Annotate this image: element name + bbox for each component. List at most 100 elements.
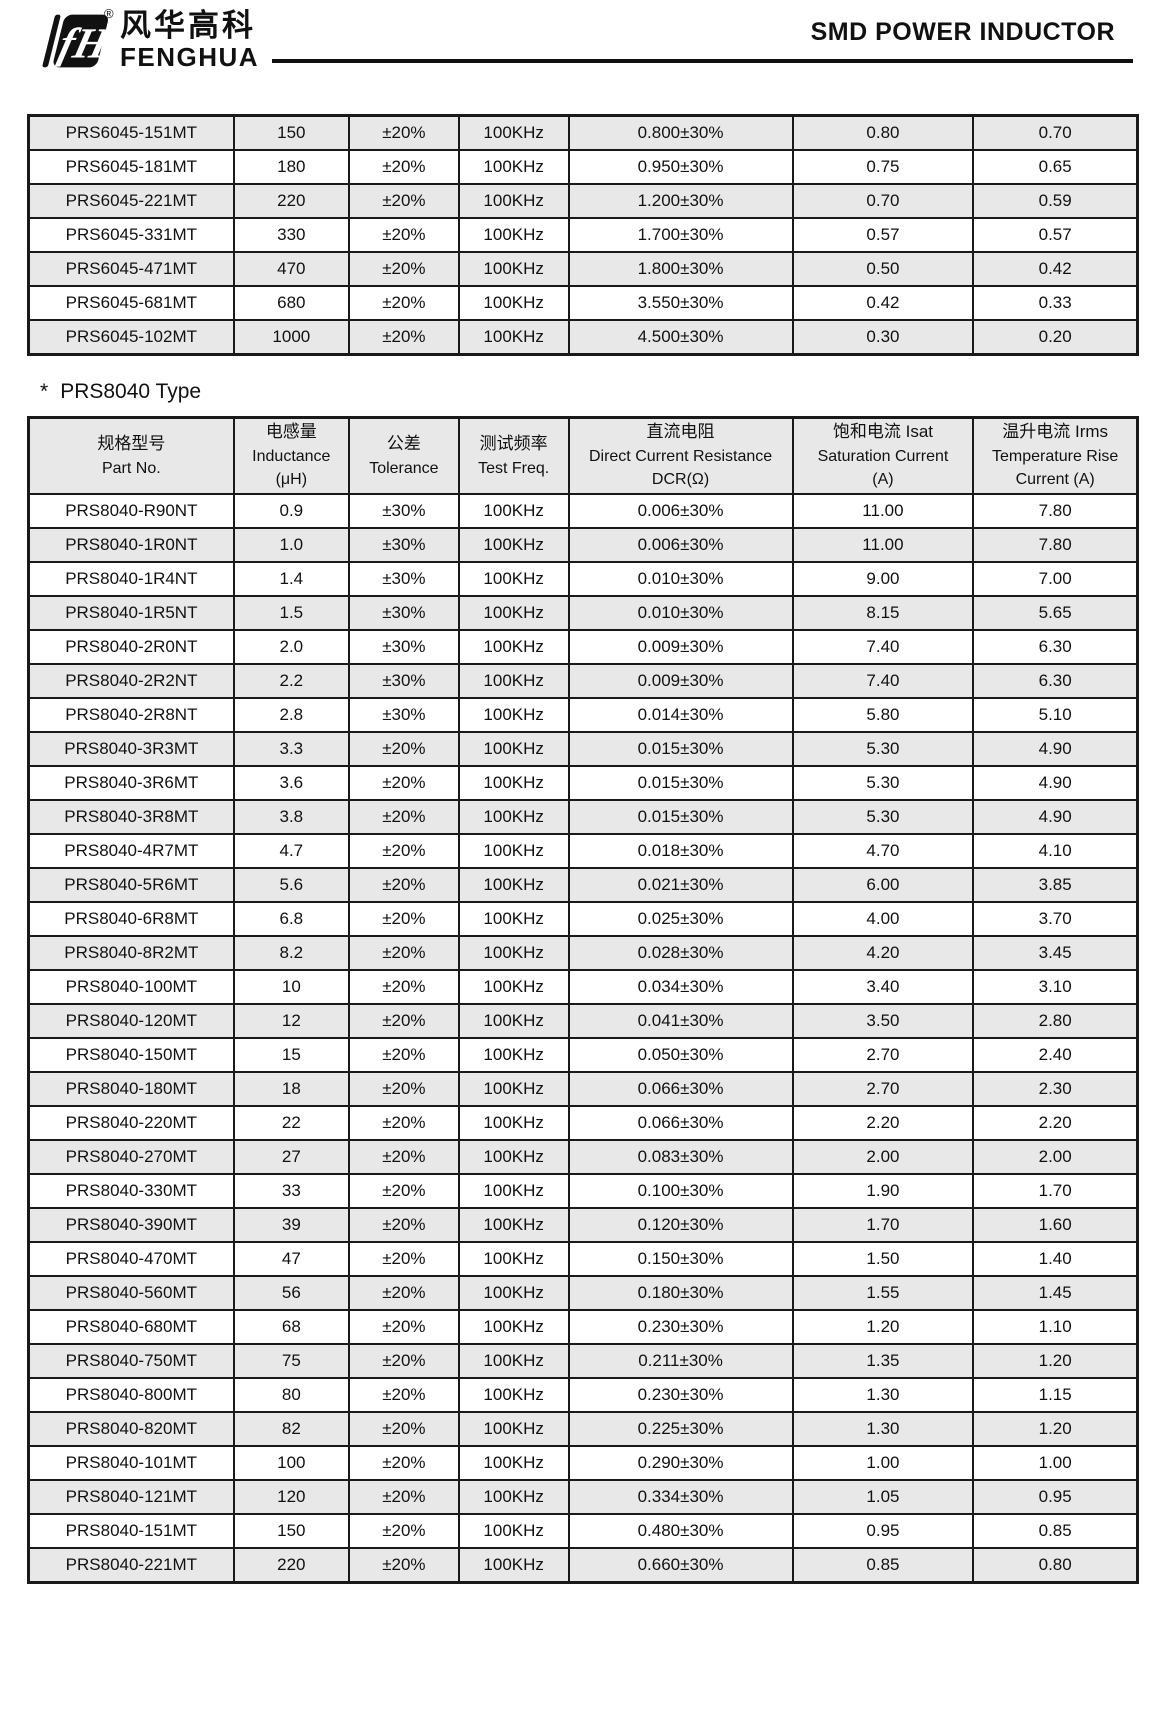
table-row: PRS8040-8R2MT 8.2 ±20% 100KHz 0.028±30% 4.20 3… [27, 935, 1139, 971]
cell-test-freq: 100KHz [457, 1207, 570, 1243]
cell-isat: 1.70 [791, 1207, 975, 1243]
cell-test-freq: 100KHz [457, 697, 570, 733]
table-row: PRS8040-800MT 80 ±20% 100KHz 0.230±30% 1.30 1.… [27, 1377, 1139, 1413]
cell-inductance: 15 [232, 1037, 350, 1073]
cell-test-freq: 100KHz [457, 595, 570, 631]
cell-part-no: PRS8040-560MT [27, 1275, 235, 1311]
cell-dcr: 0.290±30% [567, 1445, 794, 1481]
cell-test-freq: 100KHz [457, 731, 570, 767]
cell-irms: 1.45 [972, 1275, 1139, 1311]
cell-tolerance: ±30% [347, 663, 460, 699]
column-header-tolerance: 公差 Tolerance [347, 416, 460, 495]
cell-part-no: PRS8040-150MT [27, 1037, 235, 1073]
column-header-line: 公差 [386, 434, 421, 454]
cell-tolerance: ±30% [347, 629, 460, 665]
table-row: PRS8040-151MT 150 ±20% 100KHz 0.480±30% 0.95 0… [27, 1513, 1139, 1549]
cell-isat: 0.75 [791, 149, 975, 185]
table-row: PRS8040-470MT 47 ±20% 100KHz 0.150±30% 1.50 1.… [27, 1241, 1139, 1277]
cell-isat: 5.30 [791, 799, 975, 835]
cell-irms: 0.20 [972, 319, 1139, 356]
cell-tolerance: ±20% [347, 1003, 460, 1039]
cell-irms: 0.85 [972, 1513, 1139, 1549]
cell-test-freq: 100KHz [457, 1309, 570, 1345]
cell-dcr: 0.180±30% [567, 1275, 794, 1311]
cell-part-no: PRS8040-2R2NT [27, 663, 235, 699]
cell-tolerance: ±20% [347, 901, 460, 937]
cell-irms: 1.20 [972, 1343, 1139, 1379]
cell-tolerance: ±20% [347, 1241, 460, 1277]
cell-part-no: PRS8040-390MT [27, 1207, 235, 1243]
cell-inductance: 330 [232, 217, 350, 253]
cell-part-no: PRS8040-151MT [27, 1513, 235, 1549]
cell-test-freq: 100KHz [457, 935, 570, 971]
cell-part-no: PRS8040-820MT [27, 1411, 235, 1447]
column-header-line: Direct Current Resistance [588, 448, 773, 466]
table-row: PRS8040-1R5NT 1.5 ±30% 100KHz 0.010±30% 8.15 5… [27, 595, 1139, 631]
cell-dcr: 0.480±30% [567, 1513, 794, 1549]
cell-test-freq: 100KHz [457, 183, 570, 219]
cell-test-freq: 100KHz [457, 1071, 570, 1107]
cell-inductance: 220 [232, 1547, 350, 1584]
cell-inductance: 68 [232, 1309, 350, 1345]
cell-dcr: 0.009±30% [567, 663, 794, 699]
cell-irms: 0.59 [972, 183, 1139, 219]
cell-isat: 5.80 [791, 697, 975, 733]
cell-tolerance: ±20% [347, 1411, 460, 1447]
table-row: PRS6045-151MT 150 ±20% 100KHz 0.800±30% 0.80 0… [27, 114, 1139, 151]
cell-inductance: 180 [232, 149, 350, 185]
cell-inductance: 75 [232, 1343, 350, 1379]
cell-tolerance: ±20% [347, 183, 460, 219]
cell-part-no: PRS8040-3R3MT [27, 731, 235, 767]
cell-isat: 11.00 [791, 527, 975, 563]
cell-part-no: PRS8040-2R8NT [27, 697, 235, 733]
cell-test-freq: 100KHz [457, 1513, 570, 1549]
brand-name-english: FENGHUA [120, 41, 260, 72]
column-header-line: (μH) [275, 471, 308, 489]
cell-isat: 2.70 [791, 1037, 975, 1073]
cell-tolerance: ±20% [347, 1105, 460, 1141]
cell-part-no: PRS8040-101MT [27, 1445, 235, 1481]
cell-isat: 8.15 [791, 595, 975, 631]
cell-inductance: 39 [232, 1207, 350, 1243]
cell-isat: 5.30 [791, 731, 975, 767]
cell-part-no: PRS8040-5R6MT [27, 867, 235, 903]
cell-irms: 7.80 [972, 527, 1139, 563]
table-row: PRS8040-390MT 39 ±20% 100KHz 0.120±30% 1.70 1.… [27, 1207, 1139, 1243]
prs6045-table-body: PRS6045-151MT 150 ±20% 100KHz 0.800±30% 0.80 0… [27, 114, 1139, 356]
cell-irms: 0.70 [972, 114, 1139, 151]
table-row: PRS8040-560MT 56 ±20% 100KHz 0.180±30% 1.55 1.… [27, 1275, 1139, 1311]
cell-test-freq: 100KHz [457, 149, 570, 185]
cell-dcr: 0.660±30% [567, 1547, 794, 1584]
cell-inductance: 680 [232, 285, 350, 321]
cell-tolerance: ±30% [347, 697, 460, 733]
cell-inductance: 82 [232, 1411, 350, 1447]
section-star: * [40, 380, 49, 403]
table-row: PRS8040-100MT 10 ±20% 100KHz 0.034±30% 3.40 3.… [27, 969, 1139, 1005]
cell-dcr: 3.550±30% [567, 285, 794, 321]
column-header-isat: 饱和电流 Isat Saturation Current (A) [791, 416, 975, 495]
cell-inductance: 470 [232, 251, 350, 287]
table-row: PRS8040-2R8NT 2.8 ±30% 100KHz 0.014±30% 5.80 5… [27, 697, 1139, 733]
column-header-line: DCR(Ω) [651, 471, 710, 489]
cell-tolerance: ±20% [347, 251, 460, 287]
cell-irms: 4.10 [972, 833, 1139, 869]
table-row: PRS8040-6R8MT 6.8 ±20% 100KHz 0.025±30% 4.00 3… [27, 901, 1139, 937]
cell-test-freq: 100KHz [457, 901, 570, 937]
table-row: PRS8040-3R6MT 3.6 ±20% 100KHz 0.015±30% 5.30 4… [27, 765, 1139, 801]
cell-dcr: 0.006±30% [567, 493, 794, 529]
registered-trademark-icon: ® [104, 6, 114, 21]
column-header-line: 直流电阻 [646, 422, 715, 442]
cell-isat: 1.30 [791, 1377, 975, 1413]
section-heading-prs8040: * PRS8040 Type [40, 380, 1155, 404]
cell-inductance: 47 [232, 1241, 350, 1277]
column-header-dcr: 直流电阻 Direct Current Resistance DCR(Ω) [567, 416, 794, 495]
cell-tolerance: ±20% [347, 1513, 460, 1549]
cell-test-freq: 100KHz [457, 285, 570, 321]
cell-test-freq: 100KHz [457, 833, 570, 869]
cell-irms: 0.95 [972, 1479, 1139, 1515]
table-row: PRS6045-681MT 680 ±20% 100KHz 3.550±30% 0.42 0… [27, 285, 1139, 321]
cell-tolerance: ±20% [347, 1343, 460, 1379]
cell-tolerance: ±30% [347, 493, 460, 529]
fenghua-logo-icon: fH [42, 14, 112, 68]
cell-irms: 0.65 [972, 149, 1139, 185]
